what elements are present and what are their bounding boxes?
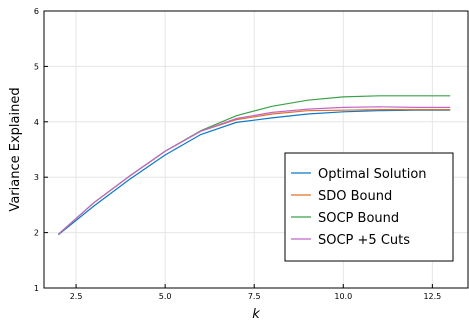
x-tick-label: 5.0: [159, 292, 172, 301]
legend-label: Optimal Solution: [318, 167, 427, 182]
y-tick-label: 6: [34, 7, 39, 16]
x-axis-label: k: [252, 307, 260, 322]
x-tick-label: 10.0: [334, 292, 352, 301]
series-line-socp-5-cuts: [57, 106, 451, 235]
x-tick-label: 7.5: [248, 292, 261, 301]
legend-label: SOCP +5 Cuts: [318, 233, 410, 248]
legend-label: SDO Bound: [318, 189, 392, 204]
y-axis-ticks: 1 2 3 4 5 6: [34, 7, 48, 293]
y-tick-label: 5: [34, 62, 39, 71]
legend-box: [284, 152, 454, 262]
plot-frame: [43, 10, 469, 289]
y-tick-label: 4: [34, 118, 39, 127]
y-tick-label: 2: [34, 229, 39, 238]
x-axis-ticks: 2.5 5.0 7.5 10.0 12.5: [70, 284, 441, 301]
y-axis-label: Variance Explained: [8, 87, 23, 211]
legend: Optimal Solution SDO Bound SOCP Bound SOCP …: [284, 152, 454, 262]
x-tick-label: 12.5: [423, 292, 441, 301]
series-lines: [57, 95, 451, 236]
y-tick-label: 1: [34, 284, 39, 293]
y-tick-label: 3: [34, 173, 39, 182]
legend-label: SOCP Bound: [318, 211, 399, 226]
x-tick-label: 2.5: [70, 292, 83, 301]
series-line-optimal-solution: [57, 109, 451, 236]
